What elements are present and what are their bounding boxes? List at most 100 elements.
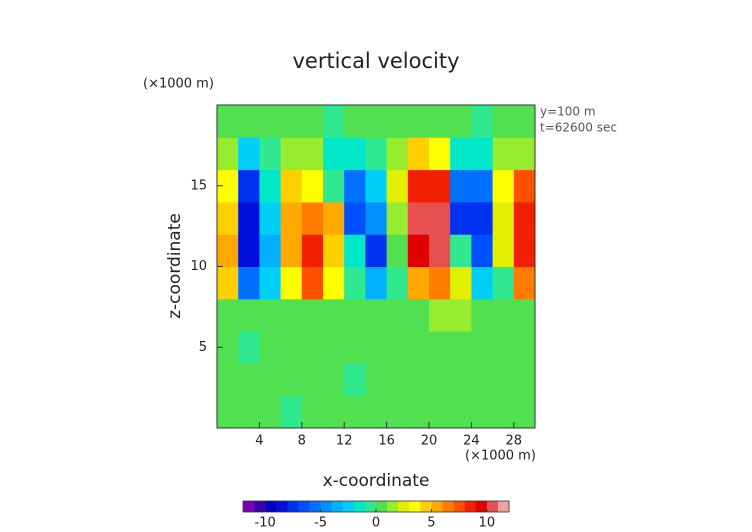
contour-cell xyxy=(492,363,515,397)
contour-cell xyxy=(301,137,324,171)
contour-cell xyxy=(513,137,536,171)
colorbar-tick-label: 10 xyxy=(479,516,496,531)
contour-cell xyxy=(429,169,451,203)
contour-cell xyxy=(429,201,451,235)
contour-cell xyxy=(323,137,345,171)
contour-cell xyxy=(365,331,388,364)
contour-cell xyxy=(259,298,282,332)
colorbar-segment xyxy=(331,501,344,512)
contour-cell xyxy=(429,363,451,397)
colorbar-segment xyxy=(464,501,477,512)
contour-cell xyxy=(407,137,430,171)
contour-cell xyxy=(280,234,303,267)
contour-cell xyxy=(238,331,260,364)
colorbar-segment xyxy=(298,501,310,512)
contour-cell xyxy=(407,234,430,267)
contour-cell xyxy=(386,201,409,235)
colorbar-segment xyxy=(320,501,332,512)
contour-cell xyxy=(344,201,366,235)
contour-cell xyxy=(259,201,282,235)
contour-cell xyxy=(492,298,515,332)
x-tick-label: 24 xyxy=(463,434,480,449)
contour-cell xyxy=(492,331,515,364)
contour-cell xyxy=(217,234,239,267)
contour-cell xyxy=(238,266,260,300)
contour-cell xyxy=(301,234,324,267)
contour-cell xyxy=(492,105,515,138)
contour-cell xyxy=(407,395,430,429)
contour-cell xyxy=(386,266,409,300)
contour-cell xyxy=(323,331,345,364)
contour-cell xyxy=(450,395,472,429)
y-axis-label: z-coordinate xyxy=(165,213,185,319)
contour-cell xyxy=(471,395,494,429)
contour-cell xyxy=(217,331,239,364)
contour-cell xyxy=(450,234,472,267)
colorbar-tick-label: -5 xyxy=(314,516,327,531)
contour-cell xyxy=(301,298,324,332)
contour-cell xyxy=(471,169,494,203)
contour-cell xyxy=(429,266,451,300)
colorbar-tick-label: 5 xyxy=(427,516,435,531)
contour-cell xyxy=(280,363,303,397)
colorbar-segment xyxy=(254,501,266,512)
contour-cell xyxy=(238,169,260,203)
contour-cell xyxy=(407,331,430,364)
contour-cell xyxy=(344,266,366,300)
contour-cell xyxy=(365,395,388,429)
contour-cell xyxy=(323,298,345,332)
contour-cell xyxy=(450,201,472,235)
contour-cell xyxy=(429,105,451,138)
contour-cell xyxy=(217,201,239,235)
contour-cell xyxy=(323,105,345,138)
contour-cell xyxy=(280,105,303,138)
contour-cell xyxy=(217,363,239,397)
contour-cell xyxy=(450,298,472,332)
colorbar-segment xyxy=(398,501,410,512)
contour-cell xyxy=(259,395,282,429)
contour-cell xyxy=(323,169,345,203)
colorbar-segment xyxy=(409,501,421,512)
colorbar-tick-label: -10 xyxy=(255,516,276,531)
contour-cell xyxy=(365,137,388,171)
colorbar-segment xyxy=(387,501,399,512)
contour-cell xyxy=(280,266,303,300)
colorbar-segment xyxy=(364,501,377,512)
contour-cell xyxy=(301,169,324,203)
annotation: t=62600 sec xyxy=(540,121,617,135)
contour-cell xyxy=(471,363,494,397)
colorbar-segment xyxy=(276,501,288,512)
colorbar-segment xyxy=(497,501,510,512)
contour-cell xyxy=(386,137,409,171)
contour-cell xyxy=(365,363,388,397)
contour-cell xyxy=(450,363,472,397)
contour-cell xyxy=(344,363,366,397)
contour-cell xyxy=(344,234,366,267)
contour-cell xyxy=(513,331,536,364)
contour-cell xyxy=(259,363,282,397)
contour-cell xyxy=(280,137,303,171)
contour-cell xyxy=(259,169,282,203)
contour-cell xyxy=(513,298,536,332)
contour-cell xyxy=(513,395,536,429)
contour-cell xyxy=(344,395,366,429)
y-tick-label: 10 xyxy=(190,259,207,274)
contour-cell xyxy=(217,137,239,171)
contour-cell xyxy=(259,137,282,171)
contour-cell xyxy=(280,395,303,429)
contour-cell xyxy=(217,298,239,332)
colorbar-segment xyxy=(475,501,488,512)
contour-cell xyxy=(365,201,388,235)
contour-cell xyxy=(323,266,345,300)
colorbar-segment xyxy=(342,501,355,512)
contour-cell xyxy=(238,234,260,267)
contour-cell xyxy=(301,331,324,364)
contour-cell xyxy=(280,201,303,235)
contour-cell xyxy=(471,234,494,267)
contour-cell xyxy=(471,298,494,332)
x-tick-label: 20 xyxy=(421,434,438,449)
contour-cell xyxy=(301,201,324,235)
contour-cell xyxy=(365,266,388,300)
contour-cell xyxy=(365,234,388,267)
